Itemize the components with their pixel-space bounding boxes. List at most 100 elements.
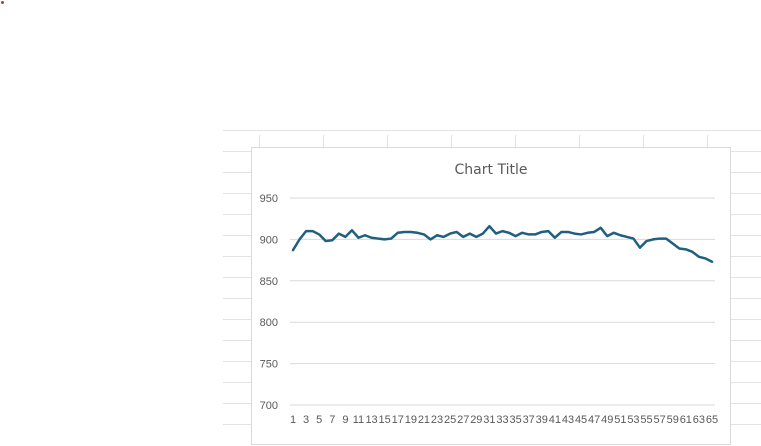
data-point [554, 237, 556, 239]
x-tick-label: 29 [470, 414, 482, 426]
data-point [325, 240, 327, 242]
x-tick-label: 51 [614, 414, 626, 426]
data-point [626, 236, 628, 238]
data-point [462, 236, 464, 238]
data-point [600, 227, 602, 229]
x-tick-label: 49 [601, 414, 613, 426]
y-tick-label: 900 [260, 234, 278, 246]
data-point [377, 237, 379, 239]
data-point [351, 229, 353, 231]
x-tick-label: 11 [353, 414, 364, 426]
data-point [547, 230, 549, 232]
x-tick-label: 39 [536, 414, 548, 426]
data-point [370, 237, 372, 239]
data-point [338, 232, 340, 234]
data-point [423, 233, 425, 235]
x-tick-label: 55 [640, 414, 652, 426]
data-point [521, 232, 523, 234]
data-point [403, 231, 405, 233]
data-point [573, 232, 575, 234]
x-tick-label: 61 [680, 414, 692, 426]
data-point [586, 232, 588, 234]
x-tick-label: 3 [303, 414, 309, 426]
data-point [442, 236, 444, 238]
data-point [488, 225, 490, 227]
data-point [364, 234, 366, 236]
data-point [410, 231, 412, 233]
data-point [652, 238, 654, 240]
data-point [298, 238, 300, 240]
data-point [514, 235, 516, 237]
data-point [580, 233, 582, 235]
data-point [665, 237, 667, 239]
data-point [698, 256, 700, 258]
x-tick-label: 9 [342, 414, 348, 426]
y-tick-label: 950 [260, 193, 278, 205]
data-point [344, 236, 346, 238]
x-tick-label: 65 [706, 414, 718, 426]
data-point [501, 230, 503, 232]
data-point [449, 232, 451, 234]
data-point [436, 234, 438, 236]
x-tick-label: 37 [523, 414, 535, 426]
x-tick-label: 17 [392, 414, 404, 426]
data-point [645, 240, 647, 242]
data-point [292, 249, 294, 251]
x-tick-label: 25 [444, 414, 456, 426]
data-point [469, 232, 471, 234]
x-tick-label: 47 [588, 414, 600, 426]
data-point [606, 235, 608, 237]
x-tick-label: 21 [418, 414, 430, 426]
data-point [593, 231, 595, 233]
data-point [495, 232, 497, 234]
y-tick-label: 750 [260, 359, 278, 371]
data-point [613, 232, 615, 234]
chart-area[interactable]: Chart Title 700 750 800 850 900 950 1 3 5 7 9 11 13 1… [251, 147, 731, 445]
data-point [416, 232, 418, 234]
data-point [390, 237, 392, 239]
x-tick-label: 15 [379, 414, 391, 426]
data-point [704, 257, 706, 259]
data-point [567, 231, 569, 233]
data-point [541, 231, 543, 233]
data-point [527, 233, 529, 235]
data-point [685, 248, 687, 250]
x-tick-label: 57 [654, 414, 666, 426]
data-point [672, 242, 674, 244]
x-tick-label: 59 [667, 414, 679, 426]
x-tick-label: 33 [496, 414, 508, 426]
data-point [678, 247, 680, 249]
x-tick-label: 43 [562, 414, 574, 426]
data-point [318, 233, 320, 235]
x-tick-label: 27 [457, 414, 469, 426]
x-tick-label: 7 [329, 414, 335, 426]
data-point [508, 232, 510, 234]
data-point [560, 231, 562, 233]
chart-title-text: Chart Title [454, 162, 528, 178]
data-point [357, 237, 359, 239]
x-tick-label: 13 [365, 414, 377, 426]
x-tick-label: 41 [549, 414, 561, 426]
x-tick-label: 5 [316, 414, 322, 426]
chart-title[interactable]: Chart Title [252, 162, 732, 178]
data-point [619, 234, 621, 236]
x-tick-label: 35 [509, 414, 521, 426]
data-point [711, 261, 713, 263]
data-point [305, 230, 307, 232]
x-tick-label: 63 [693, 414, 705, 426]
data-point [383, 238, 385, 240]
cell-indicator [1, 1, 4, 4]
data-point [475, 236, 477, 238]
x-tick-label: 45 [575, 414, 587, 426]
data-point [331, 239, 333, 241]
series-line[interactable] [291, 224, 714, 264]
data-point [429, 238, 431, 240]
y-tick-label: 850 [260, 276, 278, 288]
data-point [311, 230, 313, 232]
data-point [632, 237, 634, 239]
x-tick-label: 31 [483, 414, 495, 426]
x-tick-label: 1 [290, 414, 296, 426]
data-point [482, 232, 484, 234]
x-tick-label: 19 [405, 414, 417, 426]
x-tick-label: 53 [627, 414, 639, 426]
